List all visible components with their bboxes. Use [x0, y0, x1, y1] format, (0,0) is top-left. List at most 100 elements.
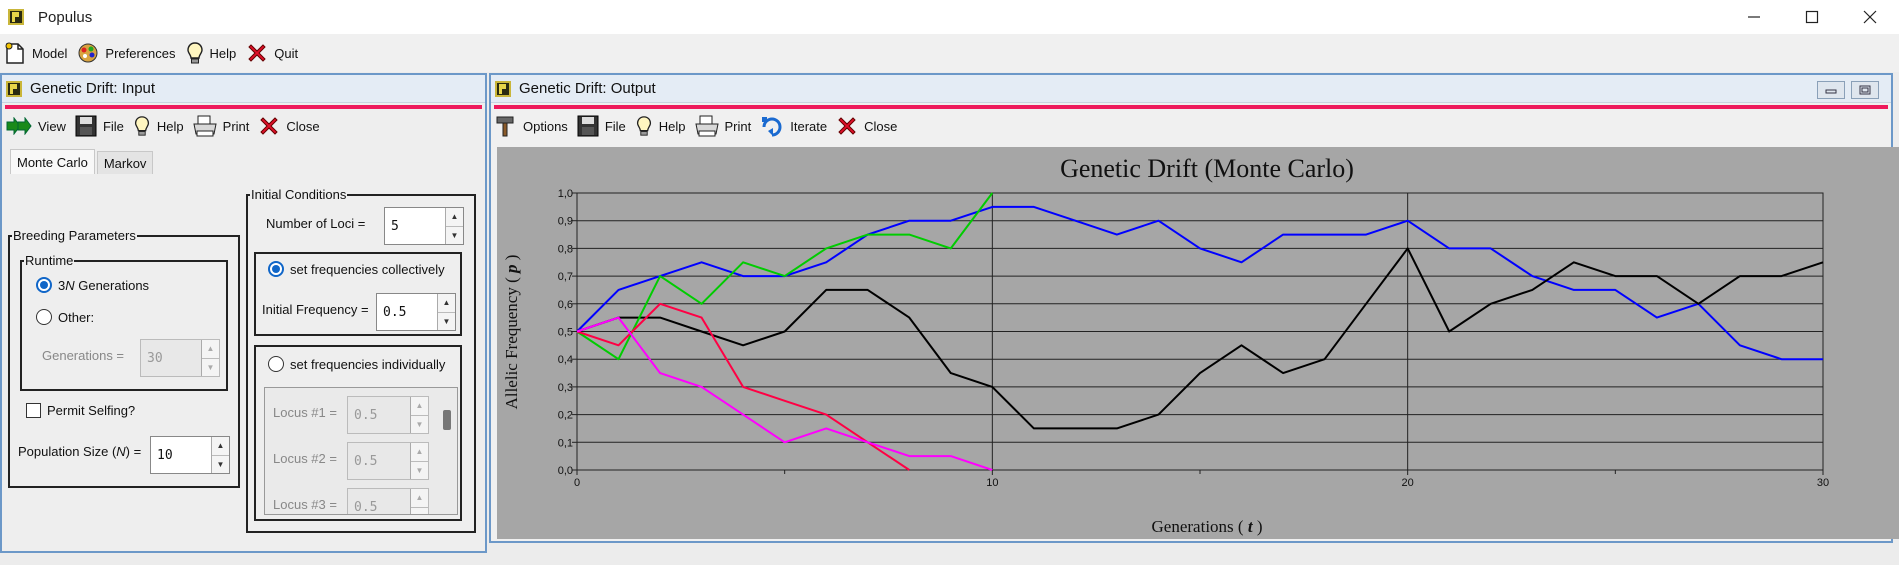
spinner-down-icon[interactable]: ▼	[438, 311, 455, 330]
locus-1-input[interactable]	[348, 397, 410, 433]
breeding-parameters-legend: Breeding Parameters	[13, 228, 136, 243]
locus-2-input[interactable]	[348, 443, 410, 479]
x-tick-label: 10	[986, 477, 998, 489]
menu-model[interactable]: Model	[2, 38, 69, 68]
option-3n-prefix: 3	[58, 277, 66, 293]
spinner-up-icon[interactable]: ▲	[202, 340, 219, 358]
output-print-button[interactable]: Print	[694, 115, 751, 137]
spinner-down-icon[interactable]: ▼	[446, 225, 463, 244]
tab-monte-carlo[interactable]: Monte Carlo	[10, 149, 95, 174]
number-of-loci-spinner[interactable]: ▲▼	[384, 207, 464, 245]
initial-frequency-input[interactable]	[377, 294, 437, 330]
population-size-spinner[interactable]: ▲▼	[150, 436, 230, 474]
option-other[interactable]: Other:	[36, 309, 94, 325]
output-close-button[interactable]: Close	[836, 115, 897, 137]
locus-3-input[interactable]	[348, 489, 410, 514]
output-file-button-label: File	[604, 118, 626, 134]
permit-selfing[interactable]: Permit Selfing?	[26, 403, 135, 418]
spinner-up-icon[interactable]: ▲	[411, 489, 428, 507]
lightbulb-icon	[134, 116, 149, 136]
spinner-down-icon[interactable]: ▼	[202, 357, 219, 376]
x-axis-label-prefix: Generations (	[1152, 517, 1248, 536]
population-size-input[interactable]	[151, 437, 211, 473]
spinner-down-icon[interactable]: ▼	[212, 454, 229, 473]
file-button[interactable]: File	[75, 115, 124, 137]
locus-2-spinner[interactable]: ▲▼	[347, 442, 429, 480]
window-close-button[interactable]	[1841, 0, 1899, 34]
spinner-up-icon[interactable]: ▲	[446, 208, 463, 226]
view-button-label: View	[38, 118, 66, 134]
lightbulb-icon	[636, 116, 651, 136]
loci-list[interactable]: Locus #1 = ▲▼ Locus #2 = ▲▼ Locus #3 = ▲…	[264, 387, 458, 515]
output-maximize-button[interactable]	[1851, 81, 1879, 99]
maximize-button[interactable]	[1783, 0, 1841, 34]
menu-help-label: Help	[209, 45, 237, 61]
locus-3-spinner[interactable]: ▲▼	[347, 488, 429, 514]
menu-quit[interactable]: Quit	[244, 38, 300, 68]
input-window-titlebar[interactable]: Genetic Drift: Input	[2, 75, 485, 103]
option-individual[interactable]: set frequencies individually	[268, 356, 445, 372]
output-file-button[interactable]: File	[577, 115, 626, 137]
y-axis-label: Allelic Frequency ( p )	[502, 255, 521, 410]
locus-1-spinner[interactable]: ▲▼	[347, 396, 429, 434]
number-of-loci-input[interactable]	[385, 208, 445, 244]
app-title: Populus	[38, 8, 93, 26]
generations-input[interactable]	[141, 340, 201, 376]
loci-scrollbar-thumb[interactable]	[443, 410, 451, 430]
permit-selfing-checkbox[interactable]	[26, 403, 41, 418]
input-window-title: Genetic Drift: Input	[30, 80, 156, 97]
spinner-down-icon[interactable]: ▼	[411, 414, 428, 433]
generations-spinner[interactable]: ▲▼	[140, 339, 220, 377]
input-window: Genetic Drift: Input View File Help Prin…	[0, 73, 487, 553]
option-collective[interactable]: set frequencies collectively	[268, 261, 445, 277]
x-tick-label: 0	[574, 477, 580, 489]
radio-3n-generations[interactable]	[36, 277, 52, 293]
menu-help[interactable]: Help	[184, 38, 239, 68]
output-minimize-button[interactable]	[1817, 81, 1845, 99]
output-window-titlebar[interactable]: Genetic Drift: Output	[491, 75, 1891, 103]
spinner-up-icon[interactable]: ▲	[411, 397, 428, 415]
close-button-label: Close	[286, 118, 320, 134]
floppy-disk-icon	[75, 115, 97, 137]
radio-other[interactable]	[36, 309, 52, 325]
radio-individual[interactable]	[268, 356, 284, 372]
plot-area: 0,0 0,1 0,2 0,3 0,4 0,5 0,6 0,7 0,8 0,9 1,0 0 10 20 30…	[497, 147, 1899, 539]
y-tick-label: 0,5	[558, 327, 573, 339]
pop-size-italic: N	[116, 444, 126, 459]
y-tick-label: 0,4	[558, 354, 573, 366]
option-3n-italic: N	[65, 277, 75, 293]
output-window: Genetic Drift: Output Options File Help …	[489, 73, 1899, 543]
spinner-up-icon[interactable]: ▲	[212, 437, 229, 455]
spinner-down-icon[interactable]: ▼	[411, 506, 428, 514]
title-accent-bar	[494, 105, 1888, 109]
close-button[interactable]: Close	[258, 115, 320, 137]
options-button-label: Options	[523, 118, 568, 134]
initial-frequency-spinner[interactable]: ▲▼	[376, 293, 456, 331]
y-tick-label: 0,2	[558, 410, 573, 422]
view-button[interactable]: View	[6, 117, 66, 135]
locus-2-label: Locus #2 =	[273, 451, 337, 466]
spinner-up-icon[interactable]: ▲	[438, 294, 455, 312]
runtime-legend: Runtime	[25, 253, 74, 268]
menu-preferences-label: Preferences	[105, 45, 176, 61]
runtime-group: Runtime	[20, 253, 228, 391]
menu-quit-label: Quit	[274, 45, 299, 61]
minimize-button[interactable]	[1725, 0, 1783, 34]
populus-logo-icon	[8, 9, 24, 25]
options-button[interactable]: Options	[495, 115, 568, 137]
menu-preferences[interactable]: Preferences	[75, 38, 177, 68]
genetic-drift-chart: 0,0 0,1 0,2 0,3 0,4 0,5 0,6 0,7 0,8 0,9 1,0 0 10 20 30…	[502, 154, 1829, 536]
app-menubar: Model Preferences Help Quit	[0, 34, 1899, 72]
input-toolbar: View File Help Print Close	[2, 109, 485, 143]
print-button[interactable]: Print	[193, 115, 249, 137]
radio-collective[interactable]	[268, 261, 284, 277]
output-help-button[interactable]: Help	[635, 115, 686, 137]
tab-markov[interactable]: Markov	[96, 151, 154, 174]
iterate-button[interactable]: Iterate	[760, 115, 827, 137]
help-button[interactable]: Help	[133, 115, 184, 137]
printer-icon	[193, 115, 217, 137]
spinner-down-icon[interactable]: ▼	[411, 460, 428, 479]
spinner-up-icon[interactable]: ▲	[411, 443, 428, 461]
close-icon	[1863, 10, 1877, 24]
